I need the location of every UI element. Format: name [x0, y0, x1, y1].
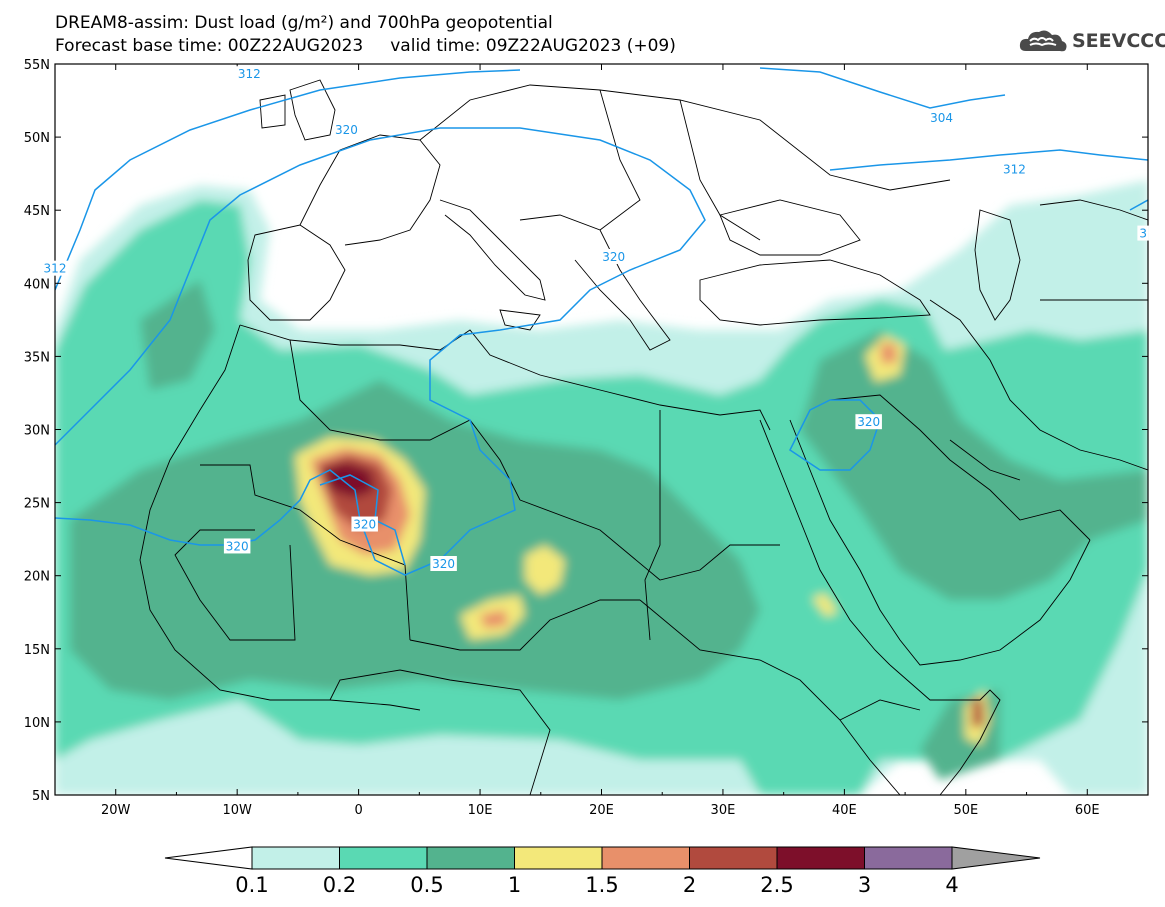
colorbar-label: 1 — [508, 873, 521, 897]
dust-level-1.5 — [480, 610, 508, 628]
contour-label: 3 — [1139, 227, 1147, 241]
lon-label: 20W — [101, 803, 131, 818]
latitude-labels: 55N 50N 45N 40N 35N 30N 25N 20N 15N 10N 5N — [24, 58, 50, 804]
colorbar-segment — [339, 846, 428, 870]
logo-text: SEEVCCC — [1072, 30, 1165, 52]
lat-label: 20N — [24, 570, 50, 585]
colorbar-segment — [514, 846, 603, 870]
colorbar-label: 3 — [858, 873, 871, 897]
cloud-icon — [1019, 30, 1067, 52]
dust-level-1.5 — [880, 343, 897, 364]
geopotential-contours — [55, 67, 1148, 576]
colorbar-labels: 0.1 0.2 0.5 1 1.5 2 2.5 3 4 — [235, 873, 958, 897]
lon-label: 30E — [711, 803, 736, 818]
colorbar-label: 0.1 — [235, 873, 268, 897]
lon-label: 0 — [354, 803, 362, 818]
colorbar-label: 0.5 — [410, 873, 443, 897]
contour-labels: 312 304 320 312 312 320 320 320 320 320 3 — [41, 66, 1149, 572]
lat-label: 30N — [24, 424, 50, 439]
lat-label: 55N — [24, 58, 50, 73]
colorbar-segment — [776, 846, 865, 870]
colorbar-label: 2.5 — [760, 873, 793, 897]
dust-level-1 — [525, 545, 565, 595]
country-boundaries — [139, 79, 1148, 795]
colorbar-label: 1.5 — [585, 873, 618, 897]
lat-label: 25N — [24, 497, 50, 512]
lon-label: 50E — [953, 803, 978, 818]
colorbar-label: 4 — [945, 873, 958, 897]
dust-level-2 — [972, 698, 984, 728]
colorbar — [164, 846, 1041, 870]
axis-ticks — [54, 63, 1149, 796]
map-title: DREAM8-assim: Dust load (g/m²) and 700hP… — [55, 13, 553, 33]
colorbar-segment — [689, 846, 778, 870]
dust-level-1 — [812, 593, 838, 617]
contour-label: 312 — [238, 67, 261, 81]
lat-label: 5N — [32, 789, 50, 804]
longitude-labels: 20W 10W 0 10E 20E 30E 40E 50E 60E — [101, 803, 1100, 818]
lat-label: 40N — [24, 277, 50, 292]
lon-label: 10E — [468, 803, 493, 818]
colorbar-segment — [251, 846, 340, 870]
lon-label: 10W — [222, 803, 252, 818]
contour-label: 320 — [226, 539, 249, 553]
colorbar-segment — [601, 846, 690, 870]
colorbar-segment — [426, 846, 515, 870]
contour-label: 304 — [930, 111, 953, 125]
dust-level-0.5 — [140, 280, 215, 390]
colorbar-label: 0.2 — [323, 873, 356, 897]
lon-label: 60E — [1075, 803, 1100, 818]
contour-label: 320 — [602, 250, 625, 264]
contour-label: 312 — [44, 262, 67, 276]
contour-label: 312 — [1003, 162, 1026, 176]
colorbar-segment — [864, 846, 953, 870]
contour-label: 320 — [432, 557, 455, 571]
contour-label: 320 — [353, 518, 376, 532]
lat-label: 45N — [24, 204, 50, 219]
colorbar-under-arrow — [164, 846, 253, 870]
lat-label: 50N — [24, 131, 50, 146]
lon-label: 20E — [589, 803, 614, 818]
lat-label: 10N — [24, 716, 50, 731]
colorbar-over-arrow — [951, 846, 1041, 870]
colorbar-label: 2 — [683, 873, 696, 897]
dust-level-2.5 — [320, 462, 375, 498]
lat-label: 35N — [24, 350, 50, 365]
contour-label: 320 — [857, 415, 880, 429]
dust-field — [55, 64, 1148, 795]
contour-label: 320 — [335, 123, 358, 137]
seevccc-logo: SEEVCCC — [1018, 26, 1165, 56]
lat-label: 15N — [24, 643, 50, 658]
dust-level-0.5 — [800, 330, 1148, 600]
forecast-time: Forecast base time: 00Z22AUG2023 valid t… — [55, 36, 676, 56]
lon-label: 40E — [832, 803, 857, 818]
